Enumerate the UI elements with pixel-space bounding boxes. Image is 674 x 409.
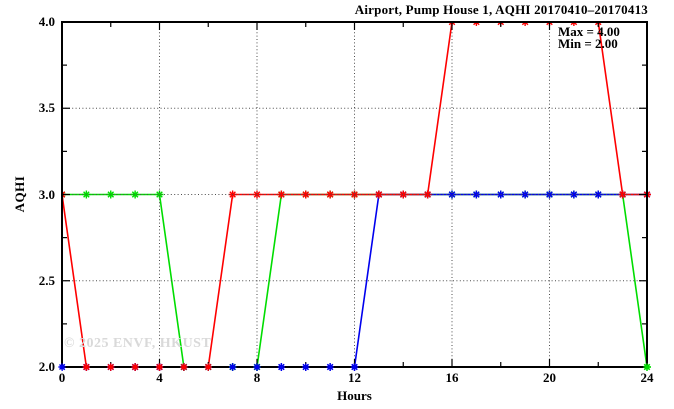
annotation-max: Max = 4.00 [558, 24, 620, 39]
watermark: © 2025 ENVF, HKUST [64, 336, 212, 351]
y-tick-label: 4.0 [38, 14, 55, 29]
red-series-bottom-markers [82, 363, 212, 371]
x-tick-label: 24 [640, 370, 654, 385]
axis-ticks [61, 21, 648, 368]
y-tick-label: 3.0 [38, 186, 55, 202]
x-tick-label: 20 [543, 370, 556, 385]
x-tick-label: 0 [58, 370, 66, 385]
annotation-min: Min = 2.00 [558, 36, 618, 51]
y-tick-label: 2.0 [38, 359, 55, 374]
max-min-annotation: Max = 4.00 Min = 2.00 [558, 24, 620, 51]
bottom-axis-markers [58, 363, 651, 371]
y-tick-label: 2.5 [38, 272, 55, 288]
x-tick-label: 16 [445, 370, 459, 385]
x-tick-label: 12 [348, 370, 361, 385]
x-tick-label: 8 [253, 370, 261, 385]
y-tick-label: 3.5 [38, 100, 55, 116]
x-axis-label: Hours [337, 388, 372, 403]
chart-title: Airport, Pump House 1, AQHI 20170410–201… [354, 2, 648, 17]
x-tick-label: 4 [156, 370, 163, 385]
grid-lines [62, 22, 647, 367]
